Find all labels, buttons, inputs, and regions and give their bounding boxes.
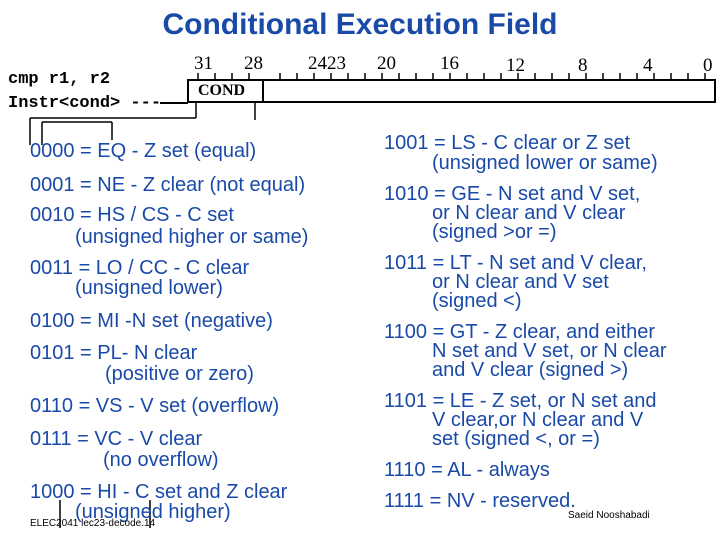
cond-code-0011: 0011 = LO / CC - C clear	[30, 257, 250, 279]
instruction-line-1: cmp r1, r2	[8, 70, 111, 89]
instruction-register-box	[187, 79, 716, 103]
cond-code-1011-desc-2: (signed <)	[432, 290, 522, 312]
bit-label-20: 20	[377, 53, 396, 74]
bottom-bracket	[59, 500, 151, 528]
cond-code-1100: 1100 = GT - Z clear, and either	[384, 321, 656, 343]
cond-code-1101-desc-1: V clear,or N clear and V	[432, 409, 644, 431]
instruction-line-2: Instr<cond> ---	[8, 94, 162, 113]
bit-label-31: 31	[194, 53, 213, 74]
cond-code-0000: 0000 = EQ - Z set (equal)	[30, 140, 257, 162]
cond-code-1001-desc: (unsigned lower or same)	[432, 152, 658, 174]
footer-author: Saeid Nooshabadi	[568, 510, 650, 521]
cond-code-0010-desc: (unsigned higher or same)	[75, 226, 309, 248]
cond-code-1000: 1000 = HI - C set and Z clear	[30, 481, 288, 503]
cond-code-0011-desc: (unsigned lower)	[75, 277, 223, 299]
cond-code-0101-desc: (positive or zero)	[105, 363, 254, 385]
bit-label-12: 12	[506, 55, 525, 76]
bit-label-4: 4	[643, 55, 653, 76]
cond-code-1011: 1011 = LT - N set and V clear,	[384, 252, 647, 274]
cond-code-0010: 0010 = HS / CS - C set	[30, 204, 234, 226]
cond-code-0100: 0100 = MI -N set (negative)	[30, 310, 273, 332]
cond-code-1000-desc: (unsigned higher)	[75, 501, 231, 523]
cond-code-1101-desc-2: set (signed <, or =)	[432, 428, 600, 450]
cond-code-0110: 0110 = VS - V set (overflow)	[30, 395, 280, 417]
bit-label-24-23: 2423	[308, 53, 346, 74]
footer-lecture-id: ELEC2041 lec23-decode.14	[30, 518, 156, 529]
bit-label-0: 0	[703, 55, 713, 76]
cond-code-1101: 1101 = LE - Z set, or N set and	[384, 390, 657, 412]
bit-label-28: 28	[244, 53, 263, 74]
cond-code-1010-desc-1: or N clear and V clear	[432, 202, 626, 224]
cond-code-1100-desc-1: N set and V set, or N clear	[432, 340, 667, 362]
cond-code-0001: 0001 = NE - Z clear (not equal)	[30, 174, 306, 196]
cond-code-1010: 1010 = GE - N set and V set,	[384, 183, 641, 205]
bit-label-8: 8	[578, 55, 588, 76]
cond-code-1011-desc-1: or N clear and V set	[432, 271, 609, 293]
cond-code-1111: 1111 = NV - reserved.	[384, 490, 576, 512]
cond-code-1110: 1110 = AL - always	[384, 459, 550, 481]
cond-code-0101: 0101 = PL- N clear	[30, 342, 198, 364]
cond-code-1010-desc-2: (signed >or =)	[432, 221, 557, 243]
cond-code-0111-desc: (no overflow)	[103, 449, 219, 471]
bit-ticks	[197, 73, 706, 80]
bit-label-16: 16	[440, 53, 459, 74]
cond-code-1100-desc-2: and V clear (signed >)	[432, 359, 629, 381]
cond-code-1001: 1001 = LS - C clear or Z set	[384, 132, 631, 154]
slide-title: Conditional Execution Field	[162, 8, 558, 41]
cond-code-0111: 0111 = VC - V clear	[30, 428, 203, 450]
cond-bracket-connectors	[29, 102, 256, 145]
cond-field-label: COND	[198, 82, 246, 99]
